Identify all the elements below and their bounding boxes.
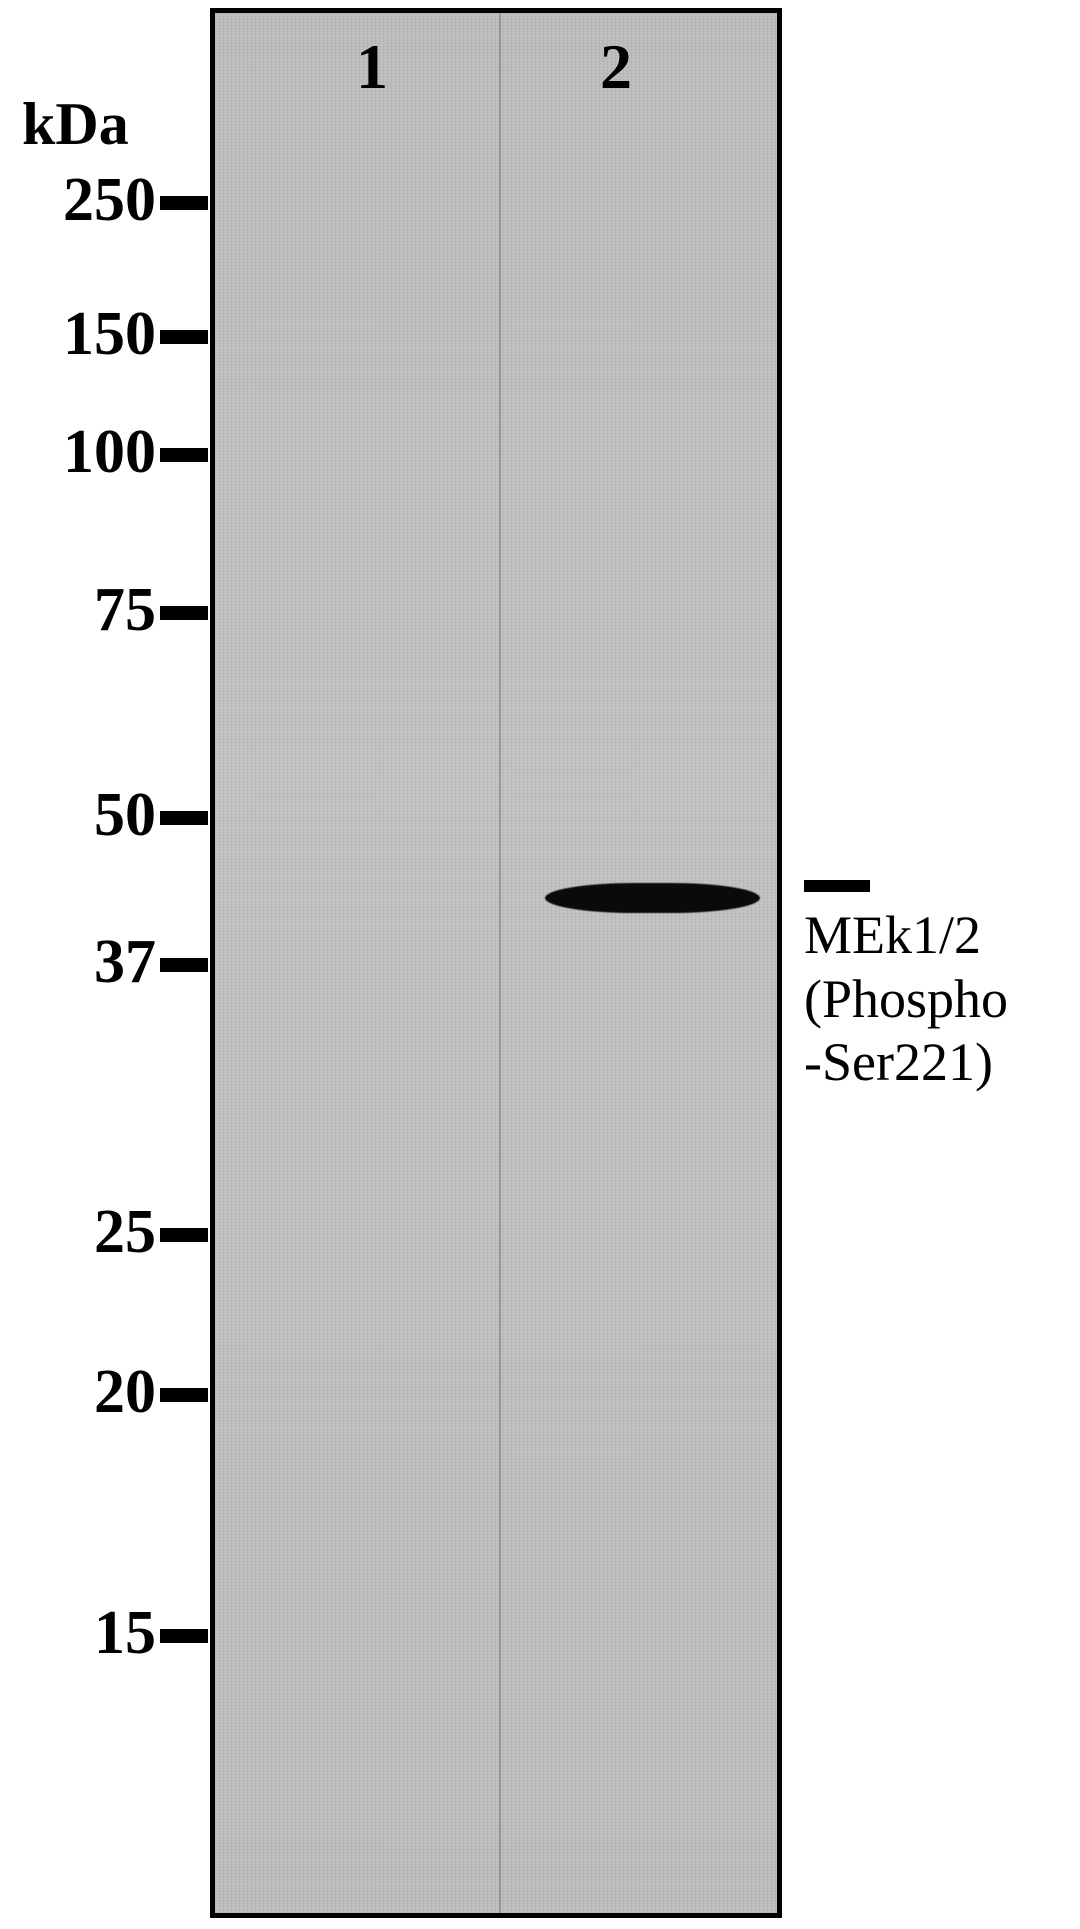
ladder-tick (160, 811, 208, 825)
lane-label: 2 (586, 30, 646, 104)
annotation-text-line: (Phospho (804, 968, 1008, 1032)
lane-divider (499, 13, 501, 1913)
ladder-tick (160, 1388, 208, 1402)
band-annotation-marker (804, 880, 870, 892)
axis-unit-label: kDa (22, 90, 129, 159)
ladder-tick (160, 196, 208, 210)
ladder-label: 15 (26, 1598, 156, 1669)
annotation-text-line: -Ser221) (804, 1031, 1008, 1095)
ladder-label: 37 (26, 927, 156, 998)
lane-label: 1 (342, 30, 402, 104)
figure-container: kDa 250 150 100 75 50 37 25 20 15 1 2 MEk1/2(Phos… (0, 0, 1080, 1929)
ladder-label: 75 (26, 575, 156, 646)
band-annotation-label: MEk1/2(Phospho-Ser221) (804, 904, 1008, 1095)
ladder-label: 20 (26, 1357, 156, 1428)
ladder-label: 50 (26, 780, 156, 851)
blot-membrane (210, 8, 782, 1918)
ladder-tick (160, 606, 208, 620)
ladder-tick (160, 330, 208, 344)
annotation-text-line: MEk1/2 (804, 904, 1008, 968)
ladder-label: 150 (26, 299, 156, 370)
protein-band (545, 883, 760, 913)
ladder-label: 25 (26, 1197, 156, 1268)
ladder-tick (160, 958, 208, 972)
ladder-tick (160, 1228, 208, 1242)
ladder-tick (160, 448, 208, 462)
ladder-label: 100 (26, 417, 156, 488)
ladder-label: 250 (26, 165, 156, 236)
ladder-tick (160, 1629, 208, 1643)
